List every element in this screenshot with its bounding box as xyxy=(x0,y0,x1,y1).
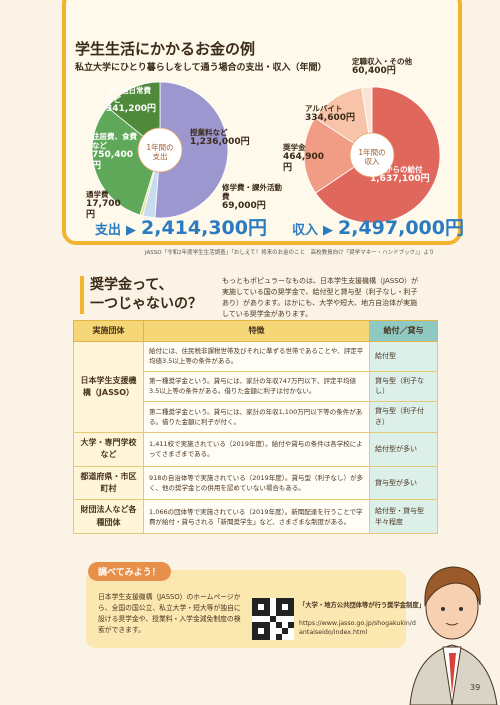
heading-line: 奨学金って、 xyxy=(90,277,173,293)
table: 実施団体 特徴 給付／貸与 日本学生支援機構（JASSO） 給付には、住民税非課税… xyxy=(73,319,438,535)
org-cell: 日本学生支援機構（JASSO） xyxy=(73,341,144,433)
org-cell: 都道府県・市区町村 xyxy=(73,465,144,501)
category: 奨学金 xyxy=(283,143,306,152)
value-label: 464,900円 xyxy=(283,152,324,173)
center-label: 1年間の収入 xyxy=(358,148,386,167)
slice-label: アルバイト 334,600円 xyxy=(305,104,355,124)
pie-slice xyxy=(91,106,161,216)
total: 支出 ▶ 2,414,300円 xyxy=(95,213,267,240)
value-label: 334,600円 xyxy=(305,113,355,123)
arrow: ▶ xyxy=(323,223,334,238)
slice-label: 奨学金 464,900円 xyxy=(283,143,328,174)
pie-center xyxy=(349,132,395,178)
type-cell: 貸与型が多い xyxy=(369,465,438,501)
header: 給付／貸与 xyxy=(369,319,438,343)
table-row: 大学・専門学校など 1,411校で実施されている（2019年度）。給付や貸与の条件… xyxy=(73,431,438,467)
category: 定職収入・その他 xyxy=(352,57,412,66)
header: 実施団体 xyxy=(73,319,144,343)
heading: 奨学金って、一つじゃないの？ xyxy=(80,276,202,314)
slice-label: 家庭からの給付 1,637,100円 xyxy=(370,165,450,185)
value-label: 69,000円 xyxy=(222,201,266,211)
feature-cell: 第一種奨学金という。貸与には、家計の年収747万円以下、評定平均値3.5以上等の… xyxy=(143,370,370,403)
page-number: 39 xyxy=(470,683,481,692)
url[interactable]: https://www.jasso.go.jp/shogakukin/danta… xyxy=(299,620,416,637)
value-label: 750,400円 xyxy=(92,150,133,171)
info-box xyxy=(86,570,406,648)
feature-cell: 1,411校で実施されている（2019年度）。給付や貸与の条件は各学校によってさ… xyxy=(143,431,370,467)
total: 収入 ▶ 2,497,000円 xyxy=(292,213,464,240)
type-cell: 給付型 xyxy=(369,341,438,372)
feature-cell: 給付には、住民税非課税世帯及びそれに準ずる世帯であることや、評定平均値3.5以上… xyxy=(143,341,370,372)
pie-charts xyxy=(91,81,441,224)
type-cell: 貸与型（利子付き） xyxy=(369,401,438,433)
slice-label: 住居費、食費など 750,400円 xyxy=(92,132,137,172)
title: 学生生活にかかるお金の例 xyxy=(75,40,256,58)
value-label: 60,400円 xyxy=(352,66,396,76)
header: 特徴 xyxy=(143,319,370,343)
slice-label: 修学費・課外活動費 69,000円 xyxy=(222,183,282,212)
type-cell: 給付型・貸与型半々程度 xyxy=(369,499,438,535)
category: その他日常費など xyxy=(106,86,151,104)
slice-label: 定職収入・その他 60,400円 xyxy=(352,57,427,77)
intro: もっともポピュラーなものは、日本学生支援機構（JASSO）が実施している国の奨学… xyxy=(222,277,419,318)
pie-slice xyxy=(154,81,229,219)
table-row: 第二種奨学金という。貸与には、家計の年収1,100万円以下等の条件がある。借りた… xyxy=(74,401,438,433)
table-row: 都道府県・市区町村 918の自治体等で実施されている（2019年度）。貸与型（利子… xyxy=(73,465,438,501)
total-value: 2,497,000円 xyxy=(338,217,464,239)
heading-line: 一つじゃないの？ xyxy=(90,295,202,312)
category: アルバイト xyxy=(305,104,343,113)
center-label: 1年間の支出 xyxy=(146,143,174,162)
type-cell: 給付型が多い xyxy=(369,431,438,467)
category: 家庭からの給付 xyxy=(370,165,423,174)
table-row: 日本学生支援機構（JASSO） 給付には、住民税非課税世帯及びそれに準ずる世帯であ… xyxy=(73,341,438,433)
box-body: 日本学生支援機構（JASSO）のホームページから、全国の国公立、私立大学・短大等… xyxy=(98,593,241,634)
feature-cell: 918の自治体等で実施されている（2019年度）。貸与型（利子なし）が多く、他の… xyxy=(143,465,370,501)
qr-code xyxy=(252,598,294,640)
total-label: 収入 xyxy=(292,223,319,238)
value-label: 341,200円 xyxy=(106,104,156,114)
total-value: 2,414,300円 xyxy=(141,217,267,239)
category: 授業料など xyxy=(190,128,228,137)
category: 通学費 xyxy=(86,190,109,199)
source: JASSO「令和2年度学生生活調査」「おしえて！将来のお金のこと 高校教員向け『… xyxy=(145,250,435,256)
box-title: 調べてみよう！ xyxy=(88,562,171,581)
total-label: 支出 xyxy=(95,223,122,238)
type-cell: 貸与型（利子なし） xyxy=(369,370,438,403)
feature-cell: 第二種奨学金という。貸与には、家計の年収1,100万円以下等の条件がある。借りた… xyxy=(143,401,370,433)
slice-label: その他日常費など 341,200円 xyxy=(106,86,158,115)
category: 住居費、食費など xyxy=(92,132,137,150)
arrow: ▶ xyxy=(126,223,137,238)
table-row: 第一種奨学金という。貸与には、家計の年収747万円以下、評定平均値3.5以上等の… xyxy=(74,370,438,403)
category: 修学費・課外活動費 xyxy=(222,183,282,201)
org-cell: 大学・専門学校など xyxy=(73,431,144,467)
table-row: 財団法人など各種団体 1,066の団体等で実施されている（2019年度）。新聞配達… xyxy=(73,499,438,535)
slice-label: 通学費 17,700円 xyxy=(86,190,126,221)
person-illustration xyxy=(409,566,498,705)
value-label: 1,236,000円 xyxy=(190,137,250,147)
feature-cell: 1,066の団体等で実施されている（2019年度）。新聞配達を行うことで学費が給… xyxy=(143,499,370,535)
link-title: 「大学・地方公共団体等が行う奨学金制度」 xyxy=(299,602,425,609)
value-label: 17,700円 xyxy=(86,199,121,220)
org-cell: 財団法人など各種団体 xyxy=(73,499,144,535)
subtitle: 私立大学にひとり暮らしをして通う場合の支出・収入（年間） xyxy=(75,63,327,73)
pie-center xyxy=(137,127,183,173)
value-label: 1,637,100円 xyxy=(370,174,430,184)
slice-label: 授業料など 1,236,000円 xyxy=(190,128,260,148)
pie-slice xyxy=(303,117,373,194)
